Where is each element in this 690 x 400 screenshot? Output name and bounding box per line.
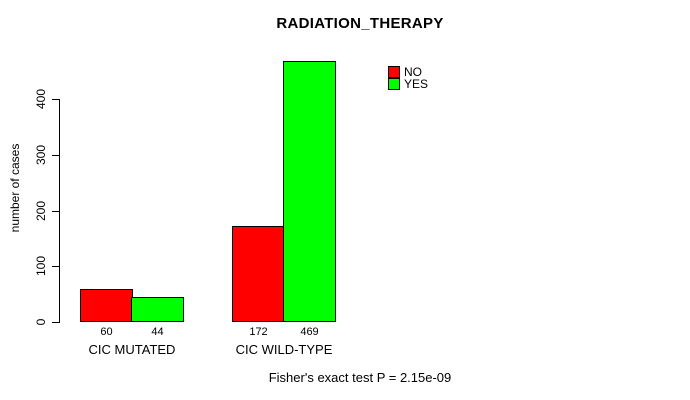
legend-item-no: NO — [388, 66, 428, 78]
bar-value-label-no-cic-mutated: 60 — [100, 326, 113, 338]
legend: NO YES — [388, 66, 428, 90]
legend-label-no: NO — [404, 65, 422, 79]
y-tick-label: 0 — [34, 318, 48, 326]
bar-no-cic-wild-type — [232, 226, 285, 322]
y-tick — [52, 211, 59, 212]
y-tick-label: 400 — [34, 88, 48, 110]
bar-yes-cic-mutated — [131, 297, 184, 322]
legend-label-yes: YES — [404, 77, 429, 91]
annotation-text: Fisher's exact test P = 2.15e-09 — [268, 370, 452, 385]
y-tick-label: 200 — [34, 200, 48, 222]
legend-item-yes: YES — [388, 78, 428, 90]
y-tick — [52, 266, 59, 267]
y-tick — [52, 155, 59, 156]
chart-title: RADIATION_THERAPY — [276, 15, 444, 32]
bar-no-cic-mutated — [80, 289, 133, 322]
y-tick-label: 100 — [34, 255, 48, 277]
y-axis-line — [59, 99, 60, 323]
y-tick — [52, 322, 59, 323]
y-tick-label: 300 — [34, 144, 48, 166]
x-category-label: CIC MUTATED — [88, 342, 176, 357]
x-category-label: CIC WILD-TYPE — [235, 342, 333, 357]
y-tick — [52, 99, 59, 100]
bar-value-label-no-cic-wild-type: 172 — [249, 326, 268, 338]
bar-value-label-yes-cic-wild-type: 469 — [300, 326, 319, 338]
legend-swatch-yes — [388, 78, 400, 90]
y-axis-label: number of cases — [8, 143, 22, 233]
bar-value-label-yes-cic-mutated: 44 — [151, 326, 164, 338]
legend-swatch-no — [388, 66, 400, 78]
bar-yes-cic-wild-type — [283, 61, 336, 322]
